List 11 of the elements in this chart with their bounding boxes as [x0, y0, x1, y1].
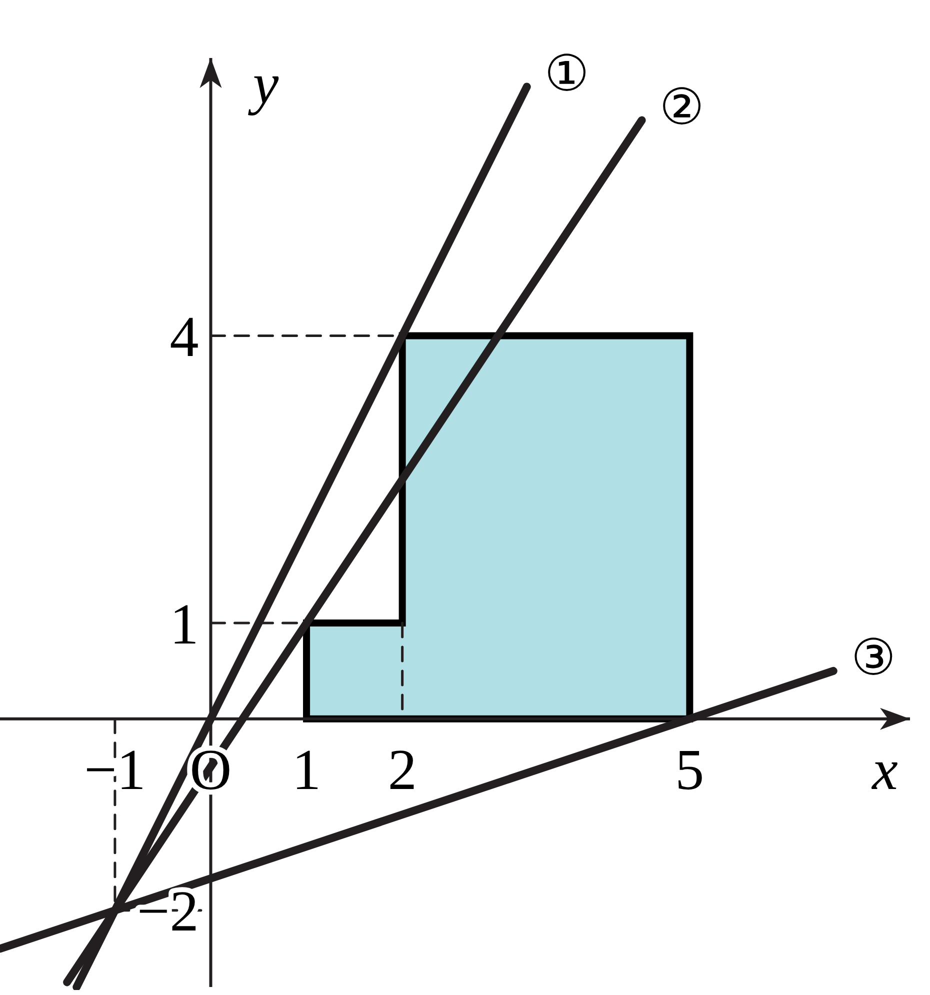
x-tick-label: 1: [292, 736, 322, 802]
y-axis-title: y: [248, 51, 279, 116]
y-tick-label: 4: [170, 304, 199, 370]
y-tick-label: 1: [170, 591, 199, 656]
series-label: ②: [659, 78, 704, 136]
series-label: ③: [850, 628, 896, 687]
x-tick-label: −1: [84, 736, 146, 802]
x-axis-title: x: [871, 736, 898, 802]
x-tick-label: 5: [675, 736, 704, 802]
series-label: ①: [544, 44, 590, 102]
x-tick-label: 2: [388, 736, 417, 802]
